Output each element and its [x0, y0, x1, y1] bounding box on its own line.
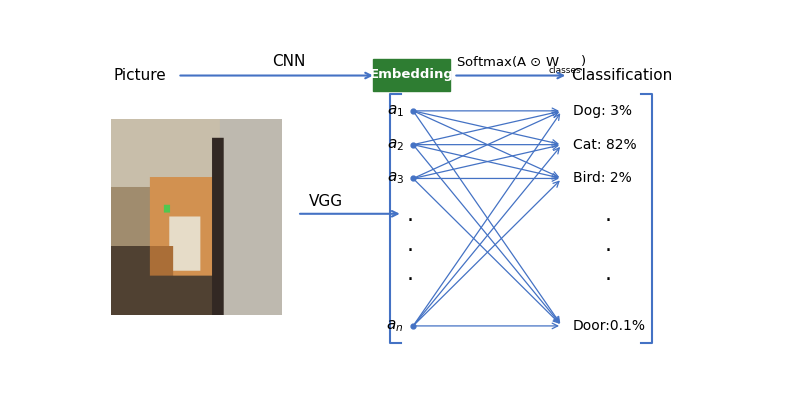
Text: $a_1$: $a_1$: [386, 103, 404, 119]
Text: Dog: 3%: Dog: 3%: [573, 104, 632, 118]
Text: ·: ·: [406, 241, 414, 261]
Text: ·: ·: [605, 270, 612, 290]
Text: $a_2$: $a_2$: [386, 137, 404, 152]
Text: CNN: CNN: [273, 54, 306, 69]
Text: $a_3$: $a_3$: [386, 171, 404, 186]
Text: Bird: 2%: Bird: 2%: [573, 172, 632, 186]
Text: ·: ·: [406, 270, 414, 290]
Text: Classification: Classification: [571, 68, 673, 83]
Text: classes: classes: [548, 66, 581, 75]
Text: ·: ·: [605, 241, 612, 261]
Text: ·: ·: [605, 211, 612, 231]
FancyBboxPatch shape: [373, 59, 450, 91]
Text: ·: ·: [406, 211, 414, 231]
Text: Softmax(A $\odot$ W: Softmax(A $\odot$ W: [457, 54, 560, 69]
Text: Door:0.1%: Door:0.1%: [573, 319, 646, 333]
Text: $a_n$: $a_n$: [386, 318, 404, 334]
Text: VGG: VGG: [310, 194, 343, 209]
Text: Embedding: Embedding: [370, 68, 454, 81]
Text: ): ): [581, 55, 586, 68]
Text: Picture: Picture: [114, 68, 166, 83]
Text: Cat: 82%: Cat: 82%: [573, 138, 637, 152]
